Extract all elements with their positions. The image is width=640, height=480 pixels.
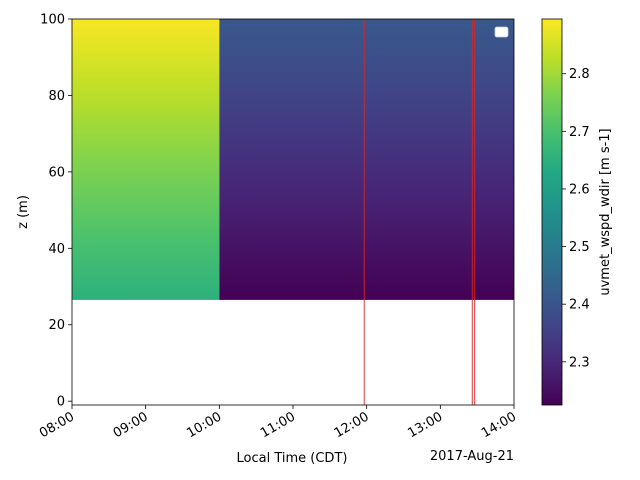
y-tick-label: 80 bbox=[48, 89, 65, 104]
heatmap-cell-1 bbox=[72, 19, 220, 300]
legend-box bbox=[494, 26, 509, 38]
colorbar-label: uvmet_wspd_wdir [m s-1] bbox=[598, 128, 613, 295]
x-tick-label: 10:00 bbox=[184, 409, 224, 441]
x-axis: 08:00 09:00 10:00 11:00 12:00 13:00 14:00 bbox=[37, 405, 519, 441]
y-tick-label: 0 bbox=[57, 395, 65, 410]
x-axis-label: Local Time (CDT) bbox=[237, 451, 348, 466]
x-tick-label: 14:00 bbox=[479, 409, 519, 441]
colorbar-tick-label: 2.3 bbox=[569, 355, 590, 370]
colorbar-tick-label: 2.7 bbox=[569, 125, 590, 140]
colorbar bbox=[541, 18, 563, 406]
x-tick-label: 12:00 bbox=[332, 409, 372, 441]
colorbar-ticks: 2.3 2.4 2.5 2.6 2.7 2.8 bbox=[562, 67, 590, 370]
y-axis-label: z (m) bbox=[16, 195, 31, 229]
colorbar-tick-label: 2.4 bbox=[569, 298, 590, 313]
y-tick-label: 100 bbox=[40, 13, 65, 28]
colorbar-tick-label: 2.5 bbox=[569, 240, 590, 255]
x-tick-label: 09:00 bbox=[111, 409, 151, 441]
y-tick-label: 60 bbox=[48, 165, 65, 180]
y-tick-label: 40 bbox=[48, 242, 65, 257]
heatmap-cell-2 bbox=[219, 19, 514, 300]
y-axis: 0 20 40 60 80 100 bbox=[40, 13, 72, 410]
colorbar-tick-label: 2.8 bbox=[569, 67, 590, 82]
heatmap-cells bbox=[72, 19, 514, 300]
x-tick-label: 11:00 bbox=[258, 409, 298, 441]
y-tick-label: 20 bbox=[48, 318, 65, 333]
x-tick-label: 08:00 bbox=[37, 409, 77, 441]
x-tick-label: 13:00 bbox=[405, 409, 445, 441]
event-lines bbox=[363, 19, 476, 405]
x-axis-date-label: 2017-Aug-21 bbox=[430, 449, 514, 464]
colorbar-tick-label: 2.6 bbox=[569, 182, 590, 197]
